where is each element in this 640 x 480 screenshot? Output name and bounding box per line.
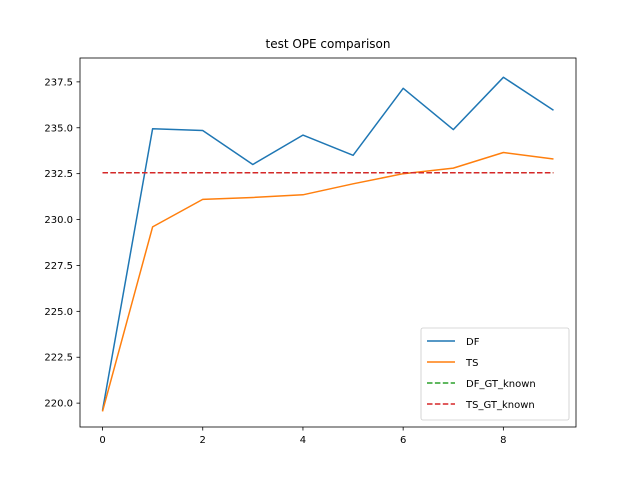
plot-area: 0 2 4 6 8 220.0 222.5 225.0 227.5 230.0 232.5 235.0… xyxy=(44,57,577,446)
x-tick-label: 4 xyxy=(300,435,306,446)
y-tick-label: 232.5 xyxy=(44,169,73,180)
y-tick-label: 235.0 xyxy=(44,123,73,134)
legend: DF TS DF_GT_known TS_GT_known xyxy=(420,327,570,421)
legend-label-ts: TS xyxy=(465,358,478,369)
series-line-df xyxy=(101,76,554,411)
x-tick-label: 2 xyxy=(200,435,206,446)
chart-title: test OPE comparison xyxy=(265,37,390,51)
y-tick-label: 220.0 xyxy=(44,399,73,410)
y-tick-label: 237.5 xyxy=(44,77,73,88)
legend-label-ts-gt-known: TS_GT_known xyxy=(465,400,535,411)
x-tick-label: 0 xyxy=(99,435,105,446)
series-line-ts xyxy=(101,151,554,412)
y-tick-label: 222.5 xyxy=(44,353,73,364)
x-tick-label: 8 xyxy=(500,435,506,446)
legend-label-df-gt-known: DF_GT_known xyxy=(466,379,536,390)
legend-label-df: DF xyxy=(466,337,480,348)
y-tick-label: 230.0 xyxy=(44,215,73,226)
legend-box xyxy=(420,327,570,421)
y-tick-label: 225.0 xyxy=(44,307,73,318)
x-tick-label: 6 xyxy=(400,435,406,446)
y-tick-label: 227.5 xyxy=(44,261,73,272)
axes-frame xyxy=(79,57,577,428)
